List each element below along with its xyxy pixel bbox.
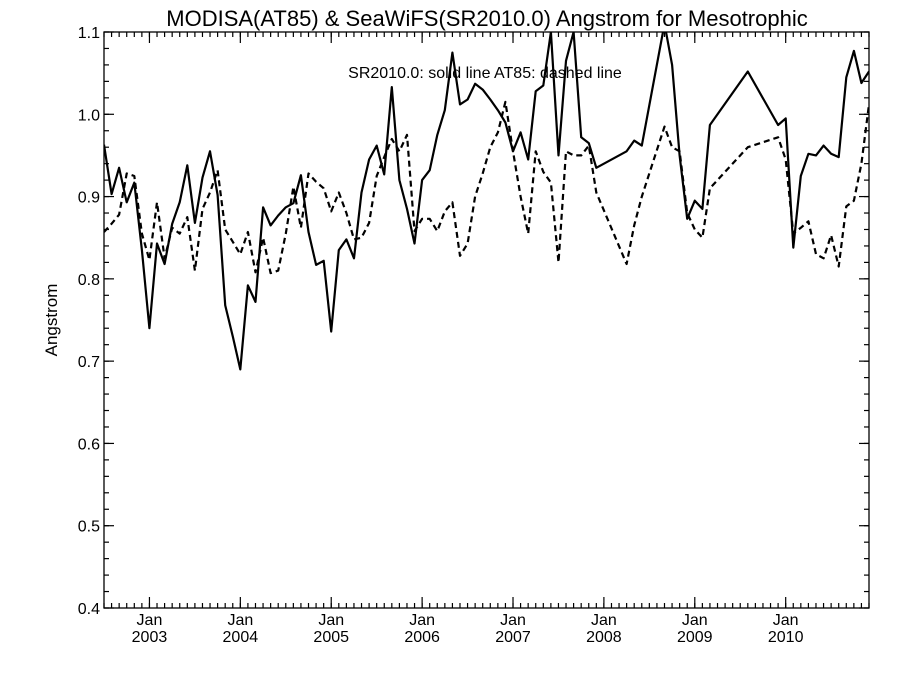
x-tick-year-label: 2010 — [768, 629, 804, 646]
series-layer — [104, 32, 869, 371]
x-tick-month-label: Jan — [409, 612, 435, 629]
y-tick-label: 0.6 — [78, 436, 100, 453]
y-tick-label: 1.0 — [78, 107, 100, 124]
series-line-solid — [104, 32, 869, 371]
x-tick-month-label: Jan — [682, 612, 708, 629]
y-tick-label: 0.7 — [78, 354, 100, 371]
y-tick-label: 0.8 — [78, 272, 100, 289]
x-tick-year-label: 2004 — [223, 629, 259, 646]
x-tick-year-label: 2009 — [677, 629, 713, 646]
x-tick-year-label: 2008 — [586, 629, 622, 646]
x-tick-year-label: 2007 — [495, 629, 531, 646]
y-axis-label: Angstrom — [42, 284, 61, 357]
series-line-dashed — [104, 100, 869, 275]
y-tick-label: 0.9 — [78, 190, 100, 207]
x-tick-month-label: Jan — [227, 612, 253, 629]
chart-title: MODISA(AT85) & SeaWiFS(SR2010.0) Angstro… — [166, 6, 807, 31]
legend-annotation: SR2010.0: solid line AT85: dashed line — [348, 65, 622, 82]
y-tick-label: 0.4 — [78, 601, 100, 618]
x-axis: Jan2003Jan2004Jan2005Jan2006Jan2007Jan20… — [103, 32, 870, 646]
y-axis: 0.4 0.5 0.6 0.7 0.8 0.9 1.0 1.1 — [78, 25, 869, 618]
x-tick-year-label: 2006 — [404, 629, 440, 646]
x-tick-month-label: Jan — [591, 612, 617, 629]
plot-frame — [103, 31, 870, 609]
x-tick-year-label: 2003 — [132, 629, 168, 646]
x-tick-month-label: Jan — [318, 612, 344, 629]
x-tick-year-label: 2005 — [313, 629, 349, 646]
y-tick-label: 1.1 — [78, 25, 100, 42]
x-tick-month-label: Jan — [137, 612, 163, 629]
x-tick-month-label: Jan — [500, 612, 526, 629]
y-tick-label: 0.5 — [78, 519, 100, 536]
x-tick-month-label: Jan — [773, 612, 799, 629]
